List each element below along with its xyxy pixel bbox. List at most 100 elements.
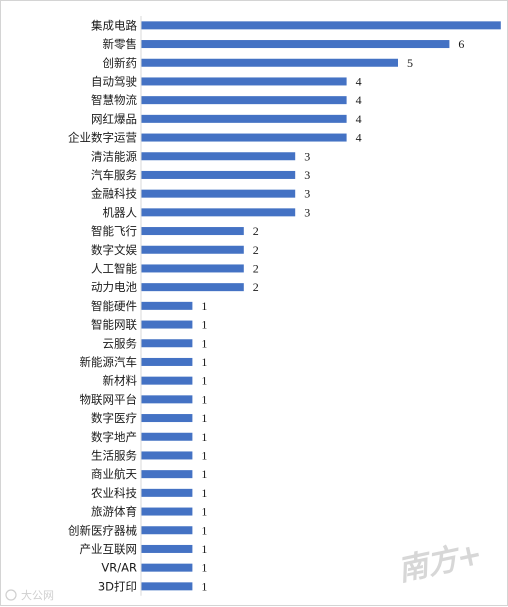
category-label: 新零售 xyxy=(103,37,138,51)
bar xyxy=(141,582,193,591)
watermark-credit: 大公网 xyxy=(5,588,54,602)
bar xyxy=(141,507,193,516)
category-label: 人工智能 xyxy=(91,261,137,275)
bar xyxy=(141,133,347,142)
bar xyxy=(141,432,193,441)
value-label: 4 xyxy=(356,74,362,88)
category-label: 旅游体育 xyxy=(91,505,137,519)
value-label: 1 xyxy=(201,448,207,462)
category-label: 产业互联网 xyxy=(80,542,138,556)
bar xyxy=(141,283,244,292)
bar xyxy=(141,40,450,49)
bar xyxy=(141,320,193,329)
category-label: 自动驾驶 xyxy=(91,74,137,88)
bar xyxy=(141,339,193,348)
category-label: VR/AR xyxy=(101,561,137,575)
category-labels: 集成电路新零售创新药自动驾驶智慧物流网红爆品企业数字运营清洁能源汽车服务金融科技… xyxy=(68,18,137,593)
category-label: 创新医疗器械 xyxy=(68,523,137,537)
value-label: 4 xyxy=(356,131,362,145)
watermark-logo: 南方+ xyxy=(395,537,486,589)
bar xyxy=(141,488,193,497)
category-label: 智能飞行 xyxy=(91,224,137,238)
category-label: 创新药 xyxy=(103,56,138,70)
value-label: 1 xyxy=(201,467,207,481)
bars-group xyxy=(141,21,501,591)
bar xyxy=(141,208,296,217)
bar xyxy=(141,357,193,366)
watermark-credit-text: 大公网 xyxy=(21,588,54,602)
category-label: 智慧物流 xyxy=(91,93,137,107)
value-label: 3 xyxy=(304,149,310,163)
bar xyxy=(141,21,501,30)
value-label: 1 xyxy=(201,355,207,369)
value-label: 1 xyxy=(201,430,207,444)
category-label: 企业数字运营 xyxy=(68,131,137,145)
bar xyxy=(141,451,193,460)
category-label: 动力电池 xyxy=(91,280,137,294)
bar xyxy=(141,227,244,236)
category-label: 新材料 xyxy=(103,374,138,388)
value-label: 1 xyxy=(201,392,207,406)
value-label: 3 xyxy=(304,205,310,219)
value-label: 5 xyxy=(407,56,413,70)
bar xyxy=(141,58,398,67)
bar xyxy=(141,189,296,198)
value-label: 1 xyxy=(201,374,207,388)
category-label: 云服务 xyxy=(103,336,138,350)
value-label: 1 xyxy=(201,561,207,575)
value-label: 3 xyxy=(304,168,310,182)
category-label: 3D打印 xyxy=(98,579,137,593)
value-label: 2 xyxy=(253,280,259,294)
value-label: 6 xyxy=(458,37,464,51)
value-label: 1 xyxy=(201,336,207,350)
category-label: 金融科技 xyxy=(91,187,137,201)
category-label: 新能源汽车 xyxy=(80,355,138,369)
bar xyxy=(141,526,193,535)
value-label: 1 xyxy=(201,299,207,313)
bar xyxy=(141,114,347,123)
value-label: 1 xyxy=(201,523,207,537)
value-label: 1 xyxy=(201,318,207,332)
value-label: 1 xyxy=(201,411,207,425)
value-label: 3 xyxy=(304,187,310,201)
watermark-credit-icon xyxy=(5,589,17,601)
bar xyxy=(141,264,244,273)
bar xyxy=(141,563,193,572)
bar xyxy=(141,245,244,254)
category-label: 智能硬件 xyxy=(91,299,137,313)
bar xyxy=(141,170,296,179)
bar xyxy=(141,470,193,479)
value-label: 2 xyxy=(253,261,259,275)
category-label: 物联网平台 xyxy=(80,392,138,406)
value-label: 2 xyxy=(253,224,259,238)
category-label: 数字医疗 xyxy=(91,411,137,425)
category-label: 汽车服务 xyxy=(91,168,137,182)
value-label: 1 xyxy=(201,579,207,593)
category-label: 网红爆品 xyxy=(91,112,137,126)
category-label: 机器人 xyxy=(103,205,138,219)
bar xyxy=(141,96,347,105)
value-label: 4 xyxy=(356,112,362,126)
category-label: 数字文娱 xyxy=(91,243,137,257)
category-label: 清洁能源 xyxy=(91,149,137,163)
bar xyxy=(141,301,193,310)
category-label: 智能网联 xyxy=(91,318,137,332)
value-label: 2 xyxy=(253,243,259,257)
value-labels: 7654444333322221111111111111111 xyxy=(201,37,464,593)
category-label: 商业航天 xyxy=(91,467,137,481)
bar xyxy=(141,544,193,553)
category-label: 集成电路 xyxy=(91,18,137,32)
bar xyxy=(141,152,296,161)
bar xyxy=(141,414,193,423)
category-label: 数字地产 xyxy=(91,430,137,444)
value-label: 4 xyxy=(356,93,362,107)
bar xyxy=(141,77,347,86)
value-label: 1 xyxy=(201,505,207,519)
bar xyxy=(141,376,193,385)
bar xyxy=(141,395,193,404)
value-label: 1 xyxy=(201,542,207,556)
category-label: 生活服务 xyxy=(91,448,137,462)
watermark-logo-text: 南方+ xyxy=(395,537,486,589)
